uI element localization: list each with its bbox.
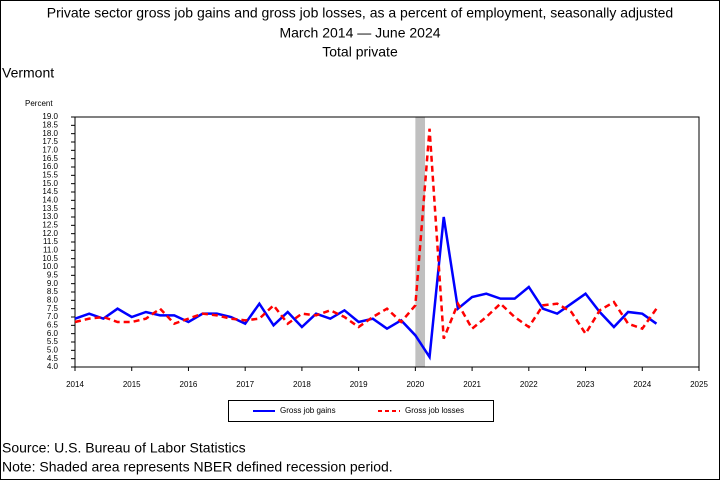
note: Note: Shaded area represents NBER define… — [2, 459, 393, 475]
y-tick-label: 6.0 — [47, 329, 59, 338]
y-tick-label: 16.0 — [42, 162, 58, 171]
y-tick-label: 4.0 — [47, 362, 59, 371]
y-tick-label: 11.0 — [43, 245, 59, 254]
y-tick-label: 16.5 — [42, 154, 58, 163]
y-tick-label: 5.5 — [47, 337, 59, 346]
y-tick-label: 13.5 — [42, 204, 58, 213]
y-tick-label: 13.0 — [42, 212, 58, 221]
y-tick-label: 12.0 — [42, 229, 58, 238]
series-line — [74, 216, 658, 361]
region-label: Vermont — [2, 65, 54, 81]
chart-subtitle: Total private — [322, 44, 398, 60]
source: Source: U.S. Bureau of Labor Statistics — [2, 440, 246, 456]
x-tick-label: 2015 — [123, 380, 141, 389]
y-tick-label: 14.5 — [42, 187, 58, 196]
y-tick-label: 17.0 — [42, 145, 58, 154]
y-tick-label: 14.0 — [42, 195, 58, 204]
y-tick-label: 17.5 — [42, 137, 58, 146]
x-tick-label: 2019 — [350, 380, 368, 389]
x-tick-label: 2024 — [633, 380, 651, 389]
y-tick-label: 5.0 — [47, 345, 59, 354]
y-tick-label: 10.5 — [42, 254, 58, 263]
x-tick-label: 2020 — [406, 380, 424, 389]
y-tick-label: 8.0 — [47, 295, 59, 304]
y-tick-label: 4.5 — [47, 354, 59, 363]
y-tick-label: 7.0 — [47, 312, 59, 321]
x-tick-label: 2016 — [180, 380, 198, 389]
y-tick-label: 7.5 — [47, 304, 59, 313]
y-tick-label: 15.5 — [42, 170, 58, 179]
chart-subtitle: March 2014 — June 2024 — [279, 25, 440, 41]
x-tick-label: 2018 — [293, 380, 311, 389]
legend-label: Gross job losses — [405, 406, 464, 415]
y-tick-label: 9.0 — [47, 279, 59, 288]
x-tick-label: 2014 — [66, 380, 84, 389]
y-tick-label: 18.0 — [42, 129, 58, 138]
legend-label: Gross job gains — [280, 406, 336, 415]
x-tick-label: 2025 — [690, 380, 708, 389]
y-axis-label: Percent — [25, 99, 53, 108]
chart-title: Private sector gross job gains and gross… — [47, 5, 673, 21]
y-tick-label: 19.0 — [42, 112, 58, 121]
x-tick-label: 2022 — [520, 380, 538, 389]
y-tick-label: 12.5 — [42, 220, 58, 229]
legend-box — [228, 400, 494, 422]
y-tick-label: 9.5 — [47, 270, 59, 279]
x-tick-label: 2017 — [236, 380, 254, 389]
y-tick-label: 8.5 — [47, 287, 59, 296]
y-tick-label: 10.0 — [42, 262, 58, 271]
y-tick-label: 15.0 — [42, 179, 58, 188]
x-tick-label: 2023 — [577, 380, 595, 389]
y-tick-label: 6.5 — [47, 320, 59, 329]
recession-band — [415, 117, 426, 367]
y-tick-label: 11.5 — [43, 237, 59, 246]
x-tick-label: 2021 — [463, 380, 481, 389]
y-tick-label: 18.5 — [42, 120, 58, 129]
